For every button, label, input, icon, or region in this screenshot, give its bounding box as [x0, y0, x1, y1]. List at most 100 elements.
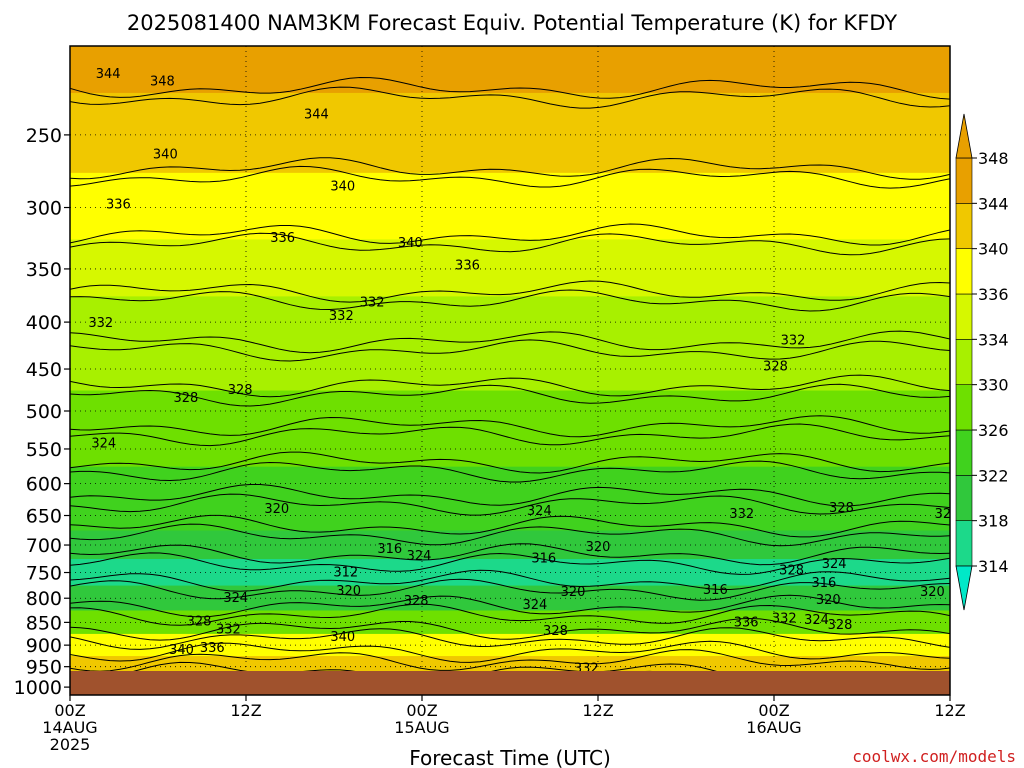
colorbar-swatch [955, 475, 973, 521]
contour-line [70, 157, 950, 180]
grid-lines [70, 46, 950, 695]
shaded-field [70, 46, 950, 695]
contour-line [70, 423, 950, 447]
contour-label: 324 [407, 549, 432, 564]
colorbar-label: 318 [978, 512, 1009, 531]
colorbar-swatch [955, 520, 973, 567]
contour-label: 324 [804, 613, 829, 628]
contour-label: 328 [173, 391, 198, 406]
contour-label: 328 [543, 624, 568, 639]
colorbar-label: 330 [978, 376, 1009, 395]
contour-line [70, 280, 950, 303]
contour-label: 316 [703, 583, 728, 598]
contour-line [70, 460, 950, 483]
contour-label: 324 [822, 557, 847, 572]
colorbar-label: 314 [978, 557, 1009, 576]
contour-label: 336 [270, 231, 295, 246]
colorbar-label: 334 [978, 330, 1009, 349]
contour-line [70, 383, 950, 407]
contour-line [70, 374, 950, 398]
contour-line [70, 569, 950, 592]
x-tick-label: 2025 [50, 735, 91, 754]
contour-line [70, 617, 950, 641]
contour-label: 320 [816, 593, 841, 608]
field-band [70, 92, 950, 174]
contour-line [70, 330, 950, 354]
contour-label: 340 [330, 180, 355, 195]
contour-label: 312 [333, 565, 358, 580]
contour-label: 324 [223, 591, 248, 606]
contour-line [70, 543, 950, 566]
y-tick-label: 700 [26, 535, 62, 557]
field-band [70, 46, 950, 94]
contour-label: 324 [935, 507, 960, 522]
y-tick-label: 350 [26, 259, 62, 281]
contour-label: 328 [404, 594, 429, 609]
colorbar-swatch [955, 429, 973, 476]
x-tick-label: 00Z [54, 701, 85, 720]
contour-label: 320 [264, 502, 289, 517]
colorbar-label: 340 [978, 240, 1009, 259]
contour-label: 332 [88, 316, 113, 331]
contour-label: 348 [150, 74, 175, 89]
contour-label: 332 [329, 309, 354, 324]
contour-label: 332 [360, 296, 385, 311]
contour-label: 320 [336, 584, 361, 599]
colorbar-label: 344 [978, 194, 1009, 213]
ground-below-surface [70, 671, 950, 695]
contour-label: 332 [216, 622, 241, 637]
contour-label: 336 [106, 198, 131, 213]
x-tick-label: 15AUG [394, 718, 449, 737]
contour-label: 340 [330, 630, 355, 645]
y-tick-label: 950 [26, 657, 62, 679]
colorbar-label: 336 [978, 285, 1009, 304]
x-tick-label: 16AUG [746, 718, 801, 737]
contour-line [70, 76, 950, 100]
contour-line [70, 86, 950, 109]
contour-label: 344 [96, 67, 121, 82]
y-tick-label: 500 [26, 401, 62, 423]
colorbar-label: 326 [978, 421, 1009, 440]
y-tick-label: 1000 [14, 677, 62, 699]
contour-line [70, 451, 950, 474]
contour-label: 340 [398, 236, 423, 251]
y-tick-label: 550 [26, 439, 62, 461]
contour-label: 320 [586, 540, 611, 555]
colorbar-swatch [955, 157, 973, 204]
colorbar-swatch [955, 384, 973, 431]
contour-line [70, 484, 950, 507]
contour-line [70, 578, 950, 601]
contour-label: 332 [781, 334, 806, 349]
x-tick-label: 12Z [582, 701, 613, 720]
contour-label: 328 [187, 614, 212, 629]
colorbar-swatch [955, 203, 973, 249]
contour-label: 332 [729, 507, 754, 522]
contour-line [70, 603, 950, 626]
contour-label: 324 [527, 504, 552, 519]
contour-line [70, 232, 950, 256]
contour-label: 324 [91, 436, 116, 451]
y-axis: 2503003504004505005506006507007508008509… [14, 125, 70, 699]
contour-label: 328 [779, 563, 804, 578]
contour-line [70, 223, 950, 246]
contour-label: 328 [763, 359, 788, 374]
contour-label: 316 [811, 576, 836, 591]
contour-label: 316 [531, 551, 556, 566]
contour-label: 344 [304, 108, 329, 123]
contour-label: 324 [523, 598, 548, 613]
contour-line [70, 552, 950, 575]
x-tick-label: 00Z [406, 701, 437, 720]
contour-label: 328 [828, 618, 853, 633]
chart-title: 2025081400 NAM3KM Forecast Equiv. Potent… [127, 11, 897, 35]
contour-label: 328 [829, 501, 854, 516]
contour-line [70, 649, 950, 672]
x-tick-label: 12Z [230, 701, 261, 720]
colorbar-legend: 314 318 322 326 330 334 336 340 344 348 [955, 113, 1009, 611]
y-tick-label: 850 [26, 612, 62, 634]
y-tick-label: 250 [26, 125, 62, 147]
colorbar-bottom-arrow [955, 565, 973, 611]
y-tick-label: 400 [26, 312, 62, 334]
